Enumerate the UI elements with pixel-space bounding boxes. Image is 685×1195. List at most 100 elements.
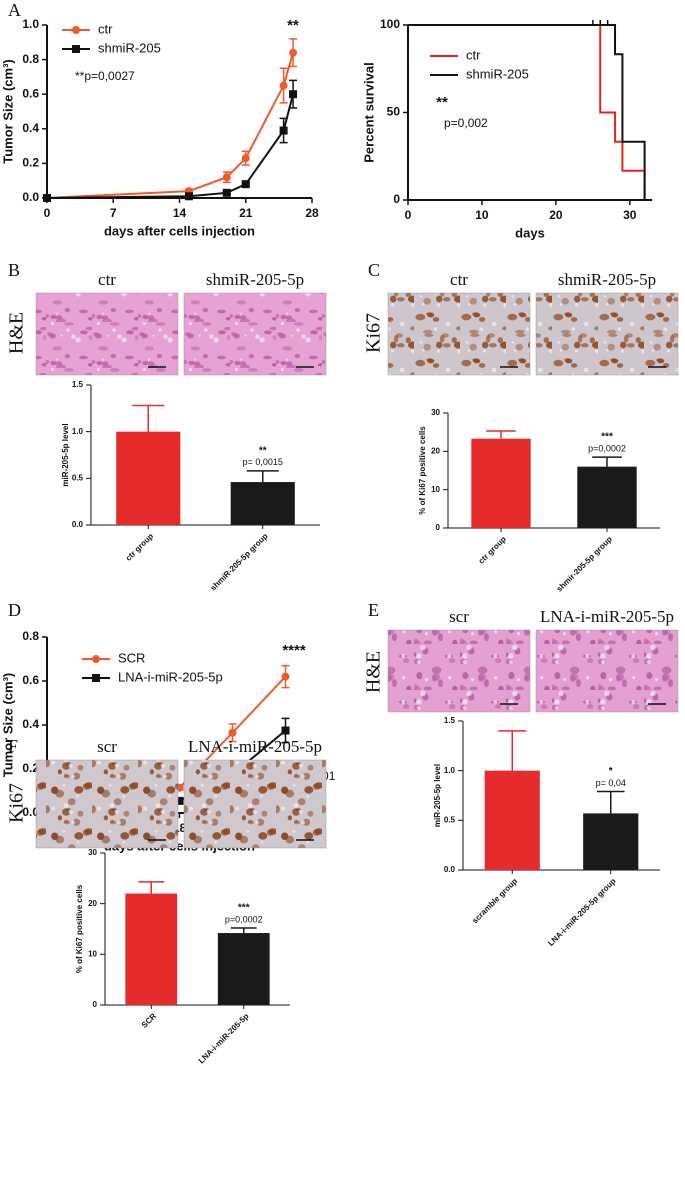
- y-tick-label: 1.5: [444, 716, 456, 725]
- legend-label: shmiR-205: [98, 40, 161, 55]
- x-tick-label: 21: [239, 206, 253, 220]
- y-tick-label: 0: [93, 1000, 98, 1009]
- x-tick-label: ctr group: [124, 531, 155, 562]
- bar: [217, 933, 270, 1005]
- annotation: p=0,002: [444, 116, 488, 130]
- legend-marker: [72, 26, 80, 34]
- y-tick-label: 0.2: [22, 761, 39, 775]
- y-tick-label: 0.2: [22, 156, 39, 170]
- bar: [116, 431, 181, 525]
- bar: [230, 482, 295, 525]
- micrograph: [387, 292, 531, 376]
- annotation: **: [259, 446, 267, 457]
- annotation: *: [609, 766, 613, 777]
- y-axis-label: Tumor Size (cm³): [0, 673, 15, 778]
- micrograph: [535, 629, 679, 713]
- x-tick-label: 0: [44, 206, 51, 220]
- image-label: shmiR-205-5p: [206, 270, 304, 289]
- data-point: [184, 192, 193, 201]
- y-tick-label: 0.5: [444, 815, 456, 824]
- y-tick-label: 0.5: [72, 473, 84, 482]
- legend-label: SCR: [118, 650, 145, 665]
- x-tick-label: 10: [475, 208, 489, 222]
- y-tick-label: 100: [380, 17, 400, 31]
- x-tick-label: ctr group: [477, 534, 508, 565]
- x-tick-label: 28: [305, 206, 319, 220]
- y-tick-label: 0.4: [22, 121, 39, 135]
- bar: [583, 813, 639, 870]
- x-axis-label: days: [515, 225, 545, 240]
- bar: [125, 893, 178, 1005]
- x-tick-label: LNA-i-miR-205-5p group: [546, 876, 617, 947]
- micrograph: [35, 292, 179, 376]
- y-tick-label: 0: [393, 192, 400, 206]
- x-tick-label: 0: [405, 208, 412, 222]
- legend-marker: [92, 655, 100, 663]
- y-tick-label: 0: [436, 523, 441, 532]
- data-point: [281, 672, 290, 681]
- y-axis-label: Percent survival: [361, 62, 376, 162]
- annotation: ***: [601, 432, 613, 443]
- y-tick-label: 30: [88, 848, 97, 857]
- micrograph: [35, 759, 179, 849]
- x-tick-label: 7: [110, 206, 117, 220]
- y-tick-label: 0.0: [72, 520, 84, 529]
- legend-label: ctr: [466, 47, 481, 62]
- x-tick-label: 20: [549, 208, 563, 222]
- y-axis-label: % of Ki67 positive cells: [418, 426, 427, 515]
- y-tick-label: 0.4: [22, 717, 39, 731]
- micrograph: [183, 759, 327, 849]
- legend-label: ctr: [98, 21, 113, 36]
- bar: [471, 438, 531, 528]
- data-point: [222, 188, 231, 197]
- image-label: LNA-i-miR-205-5p: [188, 737, 322, 756]
- data-line: [46, 52, 295, 199]
- y-tick-label: 1.5: [72, 380, 84, 389]
- annotation: p= 0,0015: [243, 457, 283, 467]
- x-tick-label: SCR: [140, 1011, 158, 1029]
- stain-label: H&E: [363, 651, 385, 693]
- annotation: ****: [282, 642, 306, 659]
- y-tick-label: 20: [431, 446, 440, 455]
- data-point: [279, 126, 288, 135]
- image-label: ctr: [450, 270, 468, 289]
- y-tick-label: 0.0: [22, 805, 39, 819]
- x-tick-label: 14: [173, 206, 187, 220]
- image-label: LNA-i-miR-205-5p: [540, 607, 674, 626]
- panel-label: F: [8, 736, 18, 756]
- annotation: p=0,0002: [588, 443, 626, 453]
- data-point: [289, 48, 298, 57]
- legend-label: shmiR-205: [466, 66, 529, 81]
- legend-marker: [72, 45, 80, 53]
- y-tick-label: 1.0: [22, 17, 39, 31]
- annotation: **: [436, 94, 448, 111]
- data-point: [43, 194, 51, 202]
- bar: [577, 466, 637, 528]
- stain-label: H&E: [6, 312, 28, 354]
- annotation: **: [287, 17, 299, 34]
- annotation: p= 0,04: [596, 778, 626, 788]
- data-point: [241, 154, 250, 163]
- data-line: [46, 93, 295, 199]
- survival-curve: [408, 24, 646, 200]
- y-tick-label: 1.0: [444, 766, 456, 775]
- y-tick-label: 50: [387, 105, 401, 119]
- panel-label: E: [368, 600, 379, 620]
- image-label: shmiR-205-5p: [558, 270, 656, 289]
- data-point: [228, 728, 237, 737]
- annotation: ***: [238, 903, 250, 914]
- y-tick-label: 30: [431, 408, 440, 417]
- legend-marker: [92, 674, 100, 682]
- data-point: [281, 726, 290, 735]
- stain-label: Ki67: [363, 313, 385, 353]
- image-label: ctr: [98, 270, 116, 289]
- y-tick-label: 1.0: [72, 427, 84, 436]
- annotation: p=0,0002: [225, 914, 263, 924]
- x-tick-label: LNA-i-miR-205-5p: [197, 1011, 251, 1065]
- y-tick-label: 10: [431, 485, 440, 494]
- y-tick-label: 20: [88, 899, 97, 908]
- y-tick-label: 0.6: [22, 673, 39, 687]
- panel-label: A: [8, 0, 21, 20]
